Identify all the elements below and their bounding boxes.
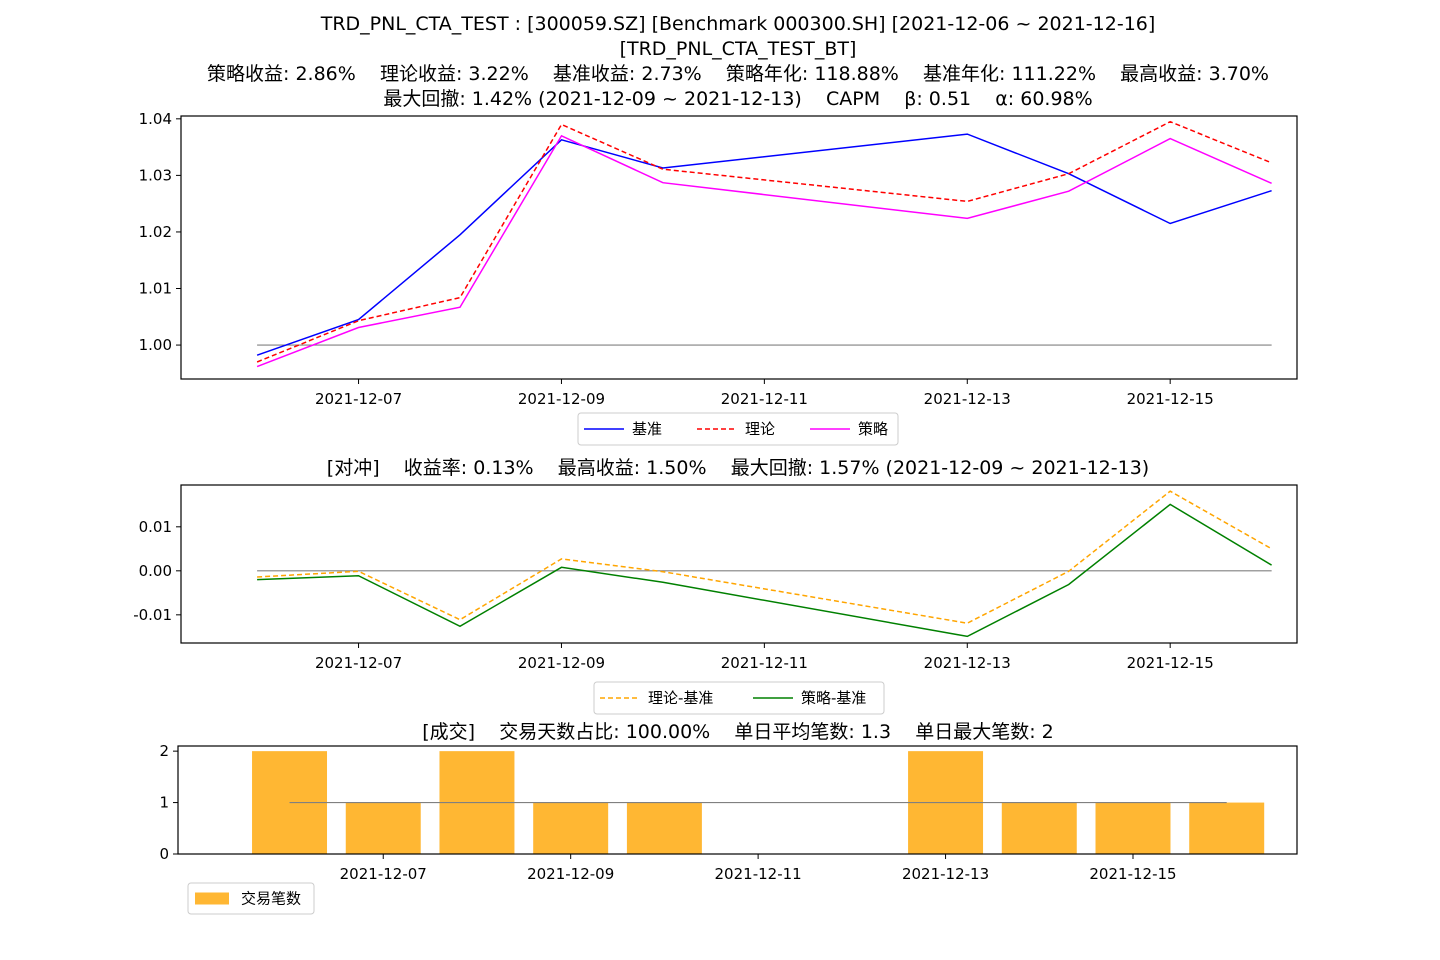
returns-panel: 1.00 1.01 1.02 1.03 1.04 2021-12-07 2021-12-09… (139, 110, 1298, 446)
bar (345, 802, 421, 854)
header-line-1: TRD_PNL_CTA_TEST : [300059.SZ] [Benchmar… (320, 13, 1156, 35)
x-tick-label: 2021-12-09 (518, 654, 605, 672)
header-line-2: [TRD_PNL_CTA_TEST_BT] (620, 38, 857, 60)
series-line-1 (257, 503, 1272, 638)
legend-label: 基准 (632, 420, 662, 438)
y-tick-label: 1.04 (139, 110, 172, 128)
trade-panel: 0 1 2 2021-12-07 2021-12-09 2021-12-11 2021-12… (159, 742, 1298, 915)
header-line-3: 策略收益: 2.86% 理论收益: 3.22% 基准收益: 2.73% 策略年化… (207, 63, 1269, 85)
y-tick-label: 2 (159, 742, 169, 760)
y-tick-label: 1.03 (139, 166, 172, 184)
x-tick-label: 2021-12-07 (340, 865, 427, 883)
x-tick-label: 2021-12-07 (315, 654, 402, 672)
y-tick-label: 1.00 (139, 336, 172, 354)
x-tick-label: 2021-12-15 (1089, 865, 1176, 883)
trade-title: [成交] 交易天数占比: 100.00% 单日平均笔数: 1.3 单日最大笔数:… (422, 721, 1053, 743)
bar (533, 802, 609, 854)
y-tick-label: 0.00 (139, 562, 172, 580)
x-tick-label: 2021-12-13 (902, 865, 989, 883)
x-tick-label: 2021-12-11 (721, 654, 808, 672)
bar (1189, 802, 1265, 854)
series-line-0 (256, 133, 1272, 356)
axes-frame (177, 745, 1298, 855)
x-tick-label: 2021-12-11 (721, 390, 808, 408)
axes-frame (180, 115, 1298, 380)
legend-label: 策略 (858, 420, 888, 438)
y-tick-label: 1.02 (139, 223, 172, 241)
legend-label: 交易笔数 (241, 890, 301, 908)
header-line-4: 最大回撤: 1.42% (2021-12-09 ~ 2021-12-13) CA… (383, 88, 1092, 110)
x-tick-label: 2021-12-13 (924, 390, 1011, 408)
y-tick-label: -0.01 (133, 606, 172, 624)
legend-box (593, 681, 885, 715)
hedge-title: [对冲] 收益率: 0.13% 最高收益: 1.50% 最大回撤: 1.57% … (327, 457, 1149, 479)
bar (1095, 802, 1171, 854)
series-line-0 (257, 490, 1272, 624)
legend-label: 策略-基准 (801, 689, 866, 707)
axes-frame (180, 484, 1298, 644)
legend-swatch (195, 892, 229, 905)
x-tick-label: 2021-12-09 (518, 390, 605, 408)
y-tick-label: 0 (159, 845, 169, 863)
x-tick-label: 2021-12-15 (1127, 654, 1214, 672)
series-line-2 (256, 134, 1272, 368)
x-tick-label: 2021-12-09 (527, 865, 614, 883)
series-line-1 (256, 120, 1272, 363)
y-tick-label: 0.01 (139, 518, 172, 536)
legend-label: 理论 (745, 420, 775, 438)
x-tick-label: 2021-12-07 (315, 390, 402, 408)
bar (1001, 802, 1077, 854)
x-tick-label: 2021-12-15 (1127, 390, 1214, 408)
x-tick-label: 2021-12-11 (715, 865, 802, 883)
legend-box (187, 882, 315, 915)
bar (626, 802, 702, 854)
y-tick-label: 1 (159, 794, 169, 812)
x-tick-label: 2021-12-13 (924, 654, 1011, 672)
legend-label: 理论-基准 (648, 689, 713, 707)
y-tick-label: 1.01 (139, 280, 172, 298)
legend-box (577, 412, 899, 446)
hedge-panel: -0.01 0.00 0.01 2021-12-07 2021-12-09 2021-12… (133, 484, 1298, 715)
